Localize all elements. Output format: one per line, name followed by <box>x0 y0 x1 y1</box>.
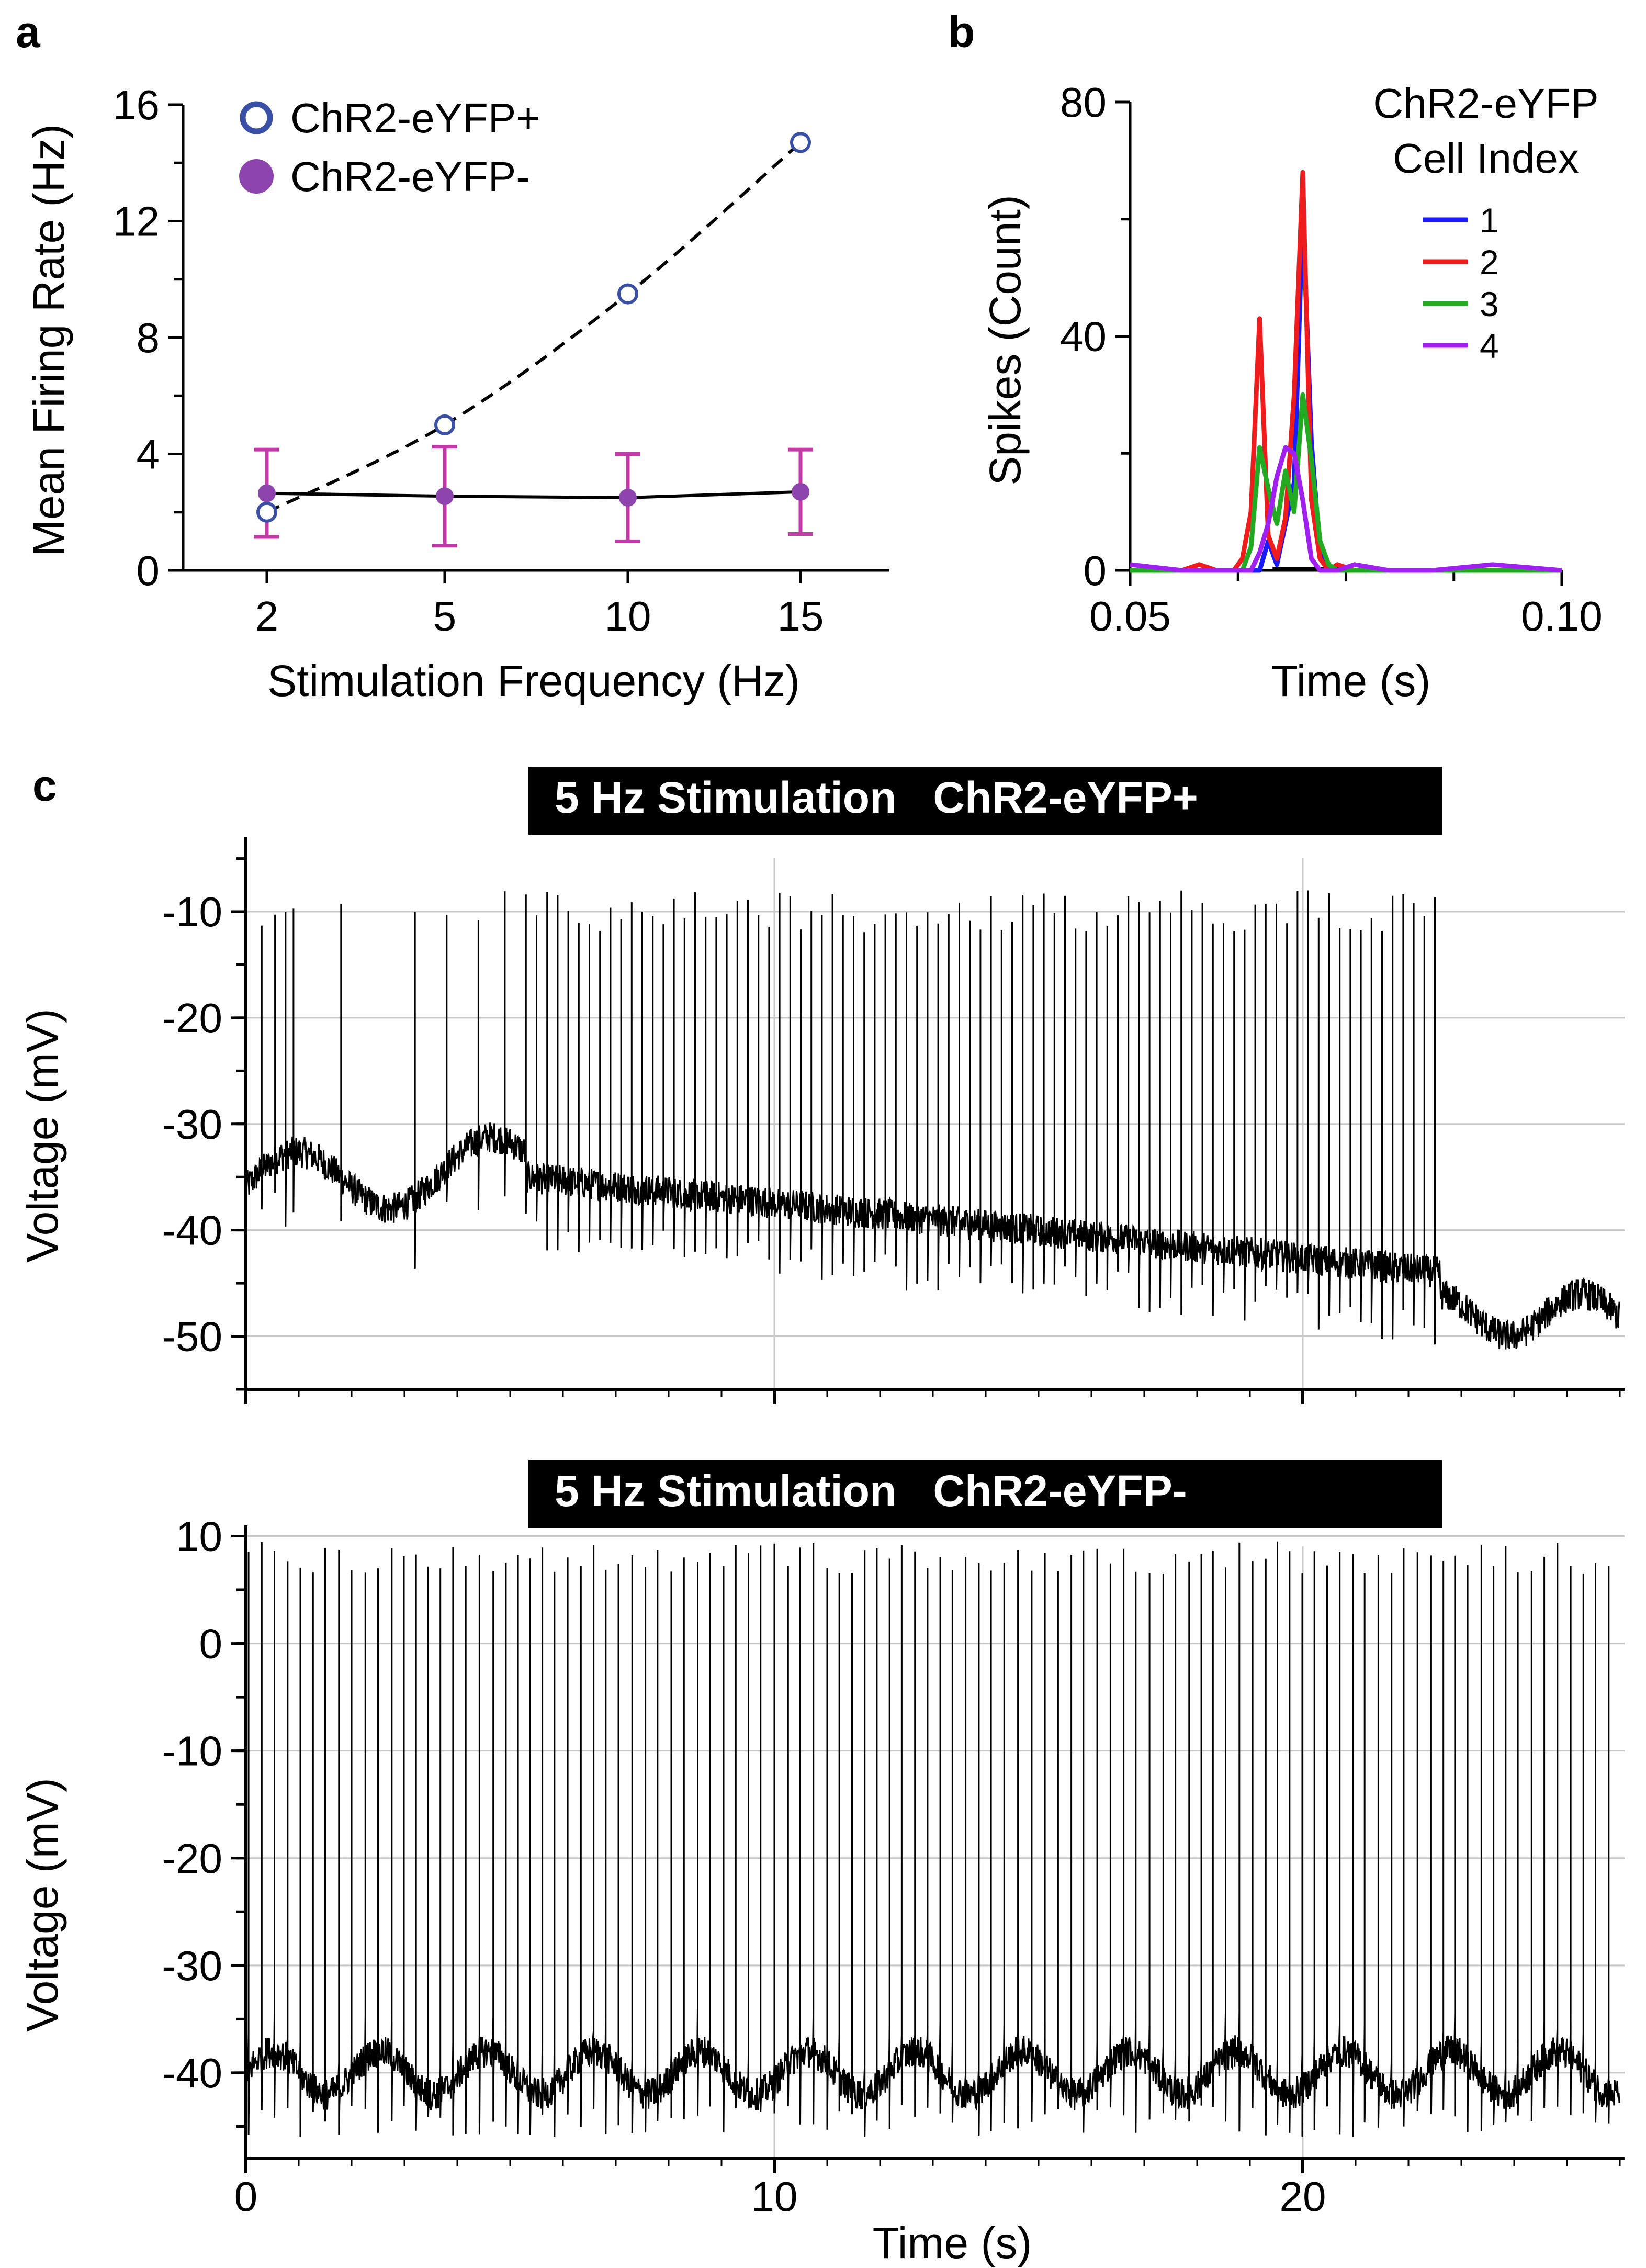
panel-a-legend: ChR2-eYFP+ ChR2-eYFP- <box>239 95 540 200</box>
y-tick-label: 10 <box>176 1513 222 1560</box>
y-tick-label: 8 <box>137 315 160 361</box>
data-point-chr2-eyfp-plus <box>617 283 638 305</box>
legend-label-cell-4: 4 <box>1480 327 1499 365</box>
panel-c-top-axes: -50 -40 -30 -20 -10 <box>162 837 1625 1404</box>
y-tick-label: 4 <box>137 431 160 478</box>
series-line-chr2-eyfp-minus <box>266 490 801 499</box>
x-tick-label: 10 <box>751 2173 798 2220</box>
y-tick-label: -30 <box>162 1101 222 1148</box>
y-tick-label: -40 <box>162 2050 222 2096</box>
title-chr2-eyfp-minus: 5 Hz Stimulation ChR2-eYFP- <box>555 1466 1187 1515</box>
panel-a-chart: 0 4 8 12 16 2 5 10 15 Stimulation Frequency (Hz)… <box>24 82 889 705</box>
legend-label-cell-1: 1 <box>1480 201 1499 240</box>
y-tick-label: -20 <box>162 995 222 1041</box>
y-tick-label: 40 <box>1060 313 1107 360</box>
y-tick-label: 0 <box>137 547 160 594</box>
x-tick-label: 20 <box>1280 2173 1326 2220</box>
legend-label-chr2-eyfp-plus: ChR2-eYFP+ <box>290 95 540 141</box>
data-point-chr2-eyfp-minus <box>792 482 809 501</box>
data-point-chr2-eyfp-plus <box>790 132 811 153</box>
legend-label-cell-2: 2 <box>1480 243 1499 282</box>
title-chr2-eyfp-plus: 5 Hz Stimulation ChR2-eYFP+ <box>555 773 1198 822</box>
y-tick-label: 80 <box>1060 79 1107 126</box>
data-point-chr2-eyfp-minus <box>619 488 637 507</box>
y-tick-label: 0 <box>199 1621 223 1667</box>
legend-label-chr2-eyfp-minus: ChR2-eYFP- <box>290 153 530 200</box>
panel-c-top-trace-area <box>245 890 1620 1350</box>
panel-c-top-y-axis-label: Voltage (mV) <box>18 1008 67 1263</box>
x-tick-label: 0 <box>234 2173 258 2220</box>
panel-b-y-axis-label: Spikes (Count) <box>980 195 1030 486</box>
y-tick-label: -30 <box>162 1943 222 1989</box>
y-tick-label: -10 <box>162 889 222 935</box>
y-tick-label: -20 <box>162 1835 222 1882</box>
panel-label-a: a <box>16 7 41 57</box>
panel-label-c: c <box>32 761 57 810</box>
data-point-chr2-eyfp-minus <box>258 484 276 502</box>
panel-b-chart: 0 40 80 0.05 0.10 Time (s) Spikes (Count) Ch… <box>980 79 1603 705</box>
panel-b-legend: ChR2-eYFP Cell Index 123 4 <box>1373 80 1598 365</box>
panel-c-bottom-y-axis-label: Voltage (mV) <box>18 1778 67 2032</box>
panel-b-axes: 0 40 80 0.05 0.10 <box>1060 79 1603 639</box>
panel-b-legend-items: 123 4 <box>1423 201 1499 365</box>
series-line-chr2-eyfp-plus <box>266 141 802 514</box>
y-tick-label: 16 <box>113 82 160 128</box>
legend-marker-chr2-eyfp-plus <box>240 101 273 134</box>
legend-title-line-2: Cell Index <box>1393 135 1579 182</box>
y-tick-label: -40 <box>162 1207 222 1254</box>
x-tick-label: 10 <box>605 593 651 639</box>
voltage-trace-chr2-eyfp-plus <box>245 890 1620 1350</box>
data-point-chr2-eyfp-plus <box>256 501 277 523</box>
title-bar-chr2-eyfp-minus <box>528 1460 1442 1528</box>
data-point-chr2-eyfp-plus <box>434 414 455 435</box>
panel-c-bottom-x-axis-label: Time (s) <box>873 2218 1032 2267</box>
panel-c-top-chart: 5 Hz Stimulation ChR2-eYFP+ -50 -40 -30 -20… <box>18 767 1625 1404</box>
x-tick-label: 5 <box>433 593 457 639</box>
panel-c-bottom-axes: -40 -30 -20 -10 0 10 0 10 20 <box>162 1513 1625 2220</box>
voltage-trace-chr2-eyfp-minus <box>245 1541 1620 2138</box>
series-line-cell-4 <box>1130 445 1562 573</box>
panel-a-y-axis-label: Mean Firing Rate (Hz) <box>24 124 73 556</box>
y-tick-label: 12 <box>113 198 160 245</box>
panel-c-bottom-chart: 5 Hz Stimulation ChR2-eYFP- -40 -30 -20 -10… <box>18 1460 1625 2267</box>
x-tick-label: 15 <box>777 593 824 639</box>
series-line-cell-3 <box>1130 392 1562 573</box>
panel-b-x-axis-label: Time (s) <box>1271 656 1431 705</box>
y-tick-label: 0 <box>1084 547 1107 594</box>
legend-label-cell-3: 3 <box>1480 285 1499 323</box>
legend-title-line-1: ChR2-eYFP <box>1373 80 1598 127</box>
data-point-chr2-eyfp-minus <box>436 487 454 506</box>
legend-marker-chr2-eyfp-minus <box>239 159 274 194</box>
panel-a-axes: 0 4 8 12 16 2 5 10 15 <box>113 82 889 639</box>
panel-a-x-axis-label: Stimulation Frequency (Hz) <box>267 656 800 705</box>
y-tick-label: -50 <box>162 1313 222 1360</box>
x-tick-label: 0.10 <box>1521 593 1603 639</box>
panel-a-plot-area <box>254 132 813 548</box>
x-tick-label: 2 <box>255 593 279 639</box>
panel-b-plot-area <box>1130 170 1562 573</box>
x-tick-label: 0.05 <box>1089 593 1171 639</box>
panel-c-bottom-trace-area <box>245 1541 1620 2138</box>
y-tick-label: -10 <box>162 1728 222 1775</box>
panel-label-b: b <box>948 7 975 57</box>
title-bar-chr2-eyfp-plus <box>528 767 1442 835</box>
